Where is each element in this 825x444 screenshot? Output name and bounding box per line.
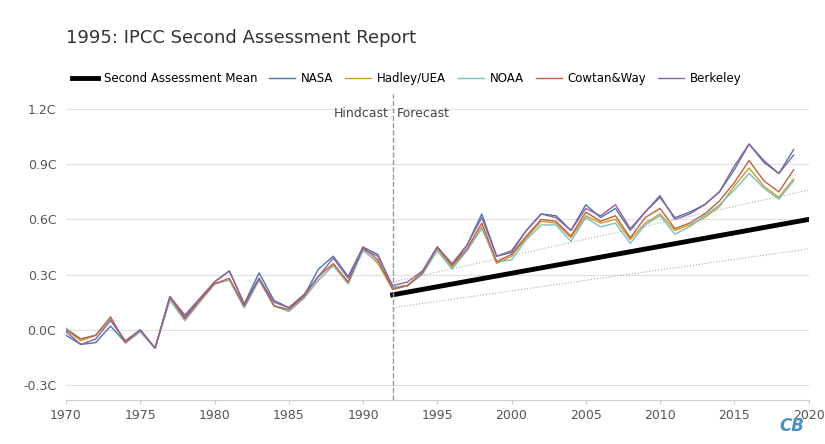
Text: Hindcast: Hindcast xyxy=(333,107,389,119)
Text: Forecast: Forecast xyxy=(397,107,450,119)
Text: CB: CB xyxy=(780,417,804,435)
Legend: Second Assessment Mean, NASA, Hadley/UEA, NOAA, Cowtan&Way, Berkeley: Second Assessment Mean, NASA, Hadley/UEA… xyxy=(72,72,742,86)
Text: 1995: IPCC Second Assessment Report: 1995: IPCC Second Assessment Report xyxy=(66,29,416,48)
